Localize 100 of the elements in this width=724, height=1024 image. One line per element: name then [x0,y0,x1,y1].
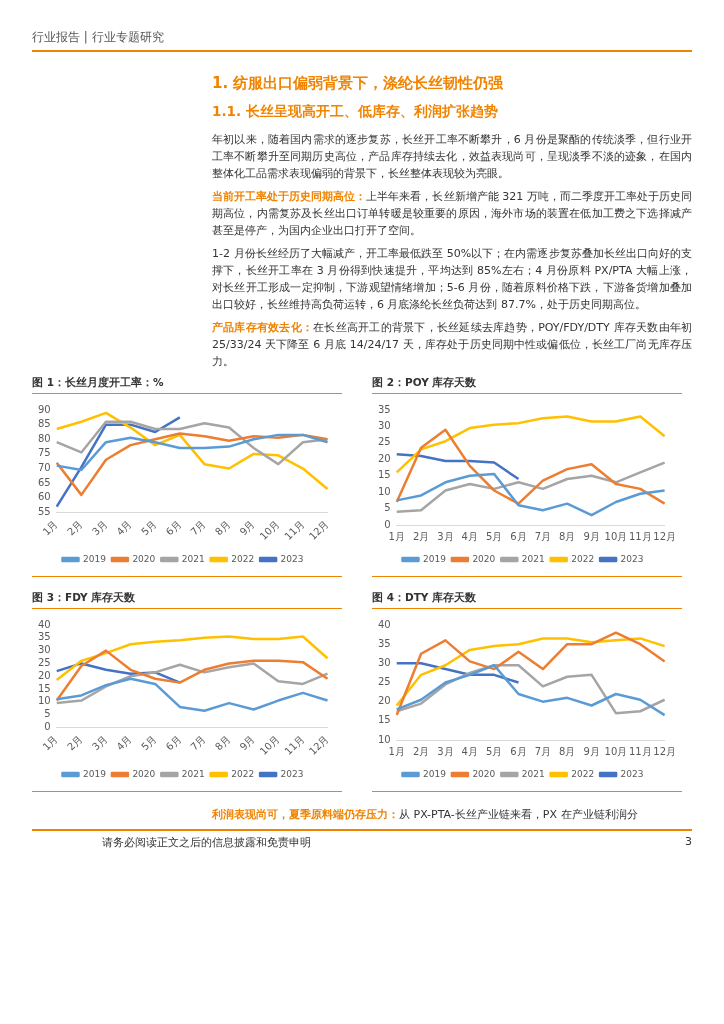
x-tick-label: 11月 [282,518,307,543]
x-tick-label: 5月 [485,530,503,542]
x-tick-label: 3月 [89,518,110,538]
y-tick-label: 0 [44,721,51,733]
legend-label: 2021 [181,553,205,564]
text: 1.1. 长丝呈现高开工、低库存、利润扩张趋势 [212,103,499,121]
x-tick-label: 5月 [485,745,503,757]
y-tick-label: 40 [377,618,391,630]
x-tick-label: 12月 [306,733,331,758]
x-tick-label: 4月 [461,745,478,757]
y-tick-label: 15 [377,469,391,481]
x-tick-label: 9月 [237,518,257,538]
chart-title: 图 1：长丝月度开工率：% [32,376,342,394]
y-tick-label: 15 [37,682,51,694]
text: 请务必阅读正文之后的信息披露和免责申明 [102,835,311,850]
legend-label: 2022 [571,553,595,564]
x-tick-label: 1月 [388,530,405,542]
text: 1. 纺服出口偏弱背景下，涤纶长丝韧性仍强 [212,74,505,93]
x-tick-label: 7月 [188,733,208,753]
legend-label: 2022 [231,553,255,564]
legend-label: 2019 [82,768,107,779]
legend-label: 2023 [280,553,304,564]
y-tick-label: 60 [37,491,51,503]
legend-label: 2021 [521,768,545,779]
y-tick-label: 5 [384,502,391,514]
y-tick-label: 35 [37,631,51,643]
y-tick-label: 20 [377,452,391,464]
x-tick-label: 2月 [412,745,430,757]
x-tick-label: 1月 [388,745,405,757]
legend-label: 2019 [422,553,447,564]
x-tick-label: 11月 [628,745,652,757]
x-tick-label: 6月 [510,745,527,757]
x-tick-label: 3月 [89,733,110,753]
x-tick-label: 6月 [510,530,527,542]
x-tick-label: 9月 [583,530,600,542]
text: 3 [685,835,692,850]
x-tick-label: 1月 [40,733,60,753]
chart-title: 图 3：FDY 库存天数 [32,591,342,609]
y-tick-label: 55 [37,506,51,518]
y-tick-label: 0 [384,518,391,530]
x-tick-label: 2月 [65,733,85,753]
x-tick-label: 4月 [114,733,134,753]
legend-label: 2019 [422,768,447,779]
text: 年初以来，随着国内需求的逐步复苏，长丝开工率不断攀升，6 月份是聚酯的传统淡季，但行业开工率不断攀升至同期历史高位，产品库存持续去化，效益表现尚可，呈现淡季不淡的迹象，在国内整体化工品需求表现偏弱的背景下，长丝整体表现较为亮眼。 [212,132,692,182]
y-tick-label: 65 [37,476,51,488]
y-tick-label: 25 [377,436,391,448]
y-tick-label: 30 [377,656,391,668]
x-tick-label: 5月 [139,518,159,538]
text: 1-2 月份长丝经历了大幅减产，开工率最低跌至 50%以下；在内需逐步复苏叠加长丝出口向好的支撑下，长丝开工率在 3 月份得到快速提升，平均达到 85%左右；4 月份原料 PX/PTA 大幅上涨，对长丝开工形成一定抑制，下游观望情绪增加；5-6 月份，随着原料价格下跌，下游备货增加叠加出口较好，长丝维持高负荷运转，6 月底涤纶长丝负荷达到 87.7%，处于历史同期高位。 [212,246,692,313]
x-tick-label: 8月 [212,733,233,753]
x-tick-label: 1月 [40,518,60,538]
x-tick-label: 7月 [534,530,552,542]
x-tick-label: 2月 [412,530,430,542]
legend-label: 2023 [280,768,304,779]
x-tick-label: 10月 [257,518,282,543]
x-tick-label: 11月 [282,733,307,758]
x-tick-label: 6月 [163,733,184,753]
x-tick-label: 10月 [257,733,282,758]
x-tick-label: 7月 [188,518,208,538]
y-tick-label: 75 [37,447,51,459]
x-tick-label: 8月 [559,745,576,757]
y-tick-label: 25 [377,676,391,688]
x-tick-label: 5月 [139,733,159,753]
x-tick-label: 12月 [653,745,676,757]
y-tick-label: 15 [377,714,391,726]
x-tick-label: 9月 [237,733,257,753]
y-tick-label: 25 [37,657,51,669]
legend-label: 2021 [181,768,205,779]
legend-label: 2022 [231,768,255,779]
y-tick-label: 35 [377,637,391,649]
y-tick-label: 30 [37,644,51,656]
x-tick-label: 3月 [437,530,454,542]
y-tick-label: 70 [37,462,51,474]
x-tick-label: 6月 [163,518,184,538]
y-tick-label: 35 [377,403,391,415]
y-tick-label: 10 [377,733,391,745]
legend-label: 2023 [620,768,644,779]
y-tick-label: 85 [37,418,51,430]
y-tick-label: 5 [44,708,51,720]
x-tick-label: 8月 [559,530,576,542]
legend-label: 2020 [132,768,156,779]
x-tick-label: 4月 [461,530,478,542]
text: 行业报告 | 行业专题研究 [32,29,164,46]
y-tick-label: 10 [37,695,51,707]
x-tick-label: 8月 [212,518,233,538]
y-tick-label: 20 [37,669,51,681]
y-tick-label: 90 [37,403,51,415]
x-tick-label: 12月 [306,518,331,543]
x-tick-label: 4月 [114,518,134,538]
text: 当前开工率处于历史同期高位：上半年来看，长丝新增产能 321 万吨，而二季度开工率处于历史同期高位，内需复苏及长丝出口订单转暖是较重要的原因，海外市场的装置在低加工费之下选择减产甚至是停产，为国内企业出口打开了空间。 [212,189,692,239]
text: 利润表现尚可，夏季原料端仍存压力：从 PX-PTA-长丝产业链来看，PX 在产业链利润分 [212,807,639,823]
legend-label: 2020 [472,553,496,564]
x-tick-label: 7月 [534,745,552,757]
y-tick-label: 80 [37,432,51,444]
legend-label: 2023 [620,553,644,564]
legend-label: 2021 [521,553,545,564]
legend-label: 2022 [571,768,595,779]
chart-title: 图 2：POY 库存天数 [372,376,682,394]
chart-title: 图 4：DTY 库存天数 [372,591,682,609]
legend-label: 2019 [82,553,107,564]
